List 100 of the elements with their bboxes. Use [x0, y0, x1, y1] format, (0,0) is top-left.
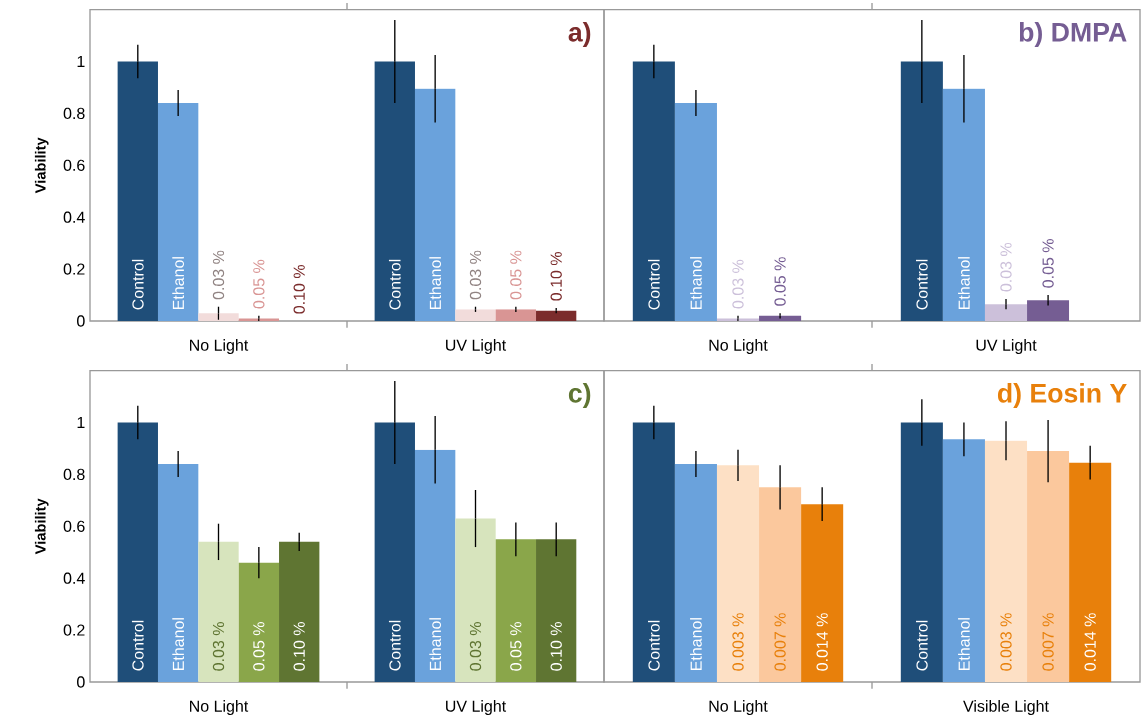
y-tick-label: 0.2: [63, 624, 85, 636]
bar: [198, 541, 239, 682]
bar: [759, 487, 802, 682]
text: Ethanol: [958, 618, 970, 670]
series-label: 0.05 %: [253, 622, 265, 671]
y-tick-label: 0.4: [63, 572, 85, 584]
text: 0.10 %: [550, 252, 562, 301]
bar: [536, 310, 577, 321]
text: 0.03 %: [732, 259, 744, 309]
bar: [495, 539, 537, 682]
bar: [238, 562, 280, 682]
x-tick-label: No Light: [709, 700, 768, 715]
series-label: 0.03 %: [212, 622, 225, 671]
series-label: Ethanol: [690, 618, 702, 670]
y-tick-label: 0.8: [63, 107, 85, 120]
bar: [279, 541, 320, 682]
series-label: 0.10 %: [293, 622, 305, 671]
bar: [374, 422, 415, 682]
chart-title: c): [568, 383, 591, 408]
text: 0.03 %: [469, 622, 482, 671]
text: Ethanol: [429, 618, 442, 670]
text: Ethanol: [958, 257, 970, 309]
text: 0.003 %: [1000, 613, 1012, 671]
bar: [1027, 451, 1070, 682]
bar: [117, 422, 158, 682]
bar: [716, 465, 760, 682]
bar: [900, 61, 943, 321]
bar: [942, 88, 985, 321]
text: 0.10 %: [293, 264, 305, 314]
y-tick-label: 0: [77, 315, 85, 327]
text: Control: [915, 259, 928, 310]
bar: [455, 309, 496, 321]
series-label: Control: [647, 259, 660, 310]
text: 0.05 %: [774, 257, 786, 306]
series-label: 0.007 %: [774, 613, 786, 671]
y-tick-label: 0.4: [63, 211, 85, 223]
text: Ethanol: [429, 257, 442, 309]
x-tick-label: UV Light: [976, 339, 1037, 354]
series-label: 0.014 %: [816, 613, 828, 671]
bar: [157, 464, 199, 682]
y-axis-title: Viability: [34, 137, 49, 194]
bar: [942, 439, 985, 682]
bar: [674, 103, 717, 321]
chart-title: b) DMPA: [1019, 22, 1127, 47]
x-tick-label: No Light: [709, 339, 768, 354]
text: Control: [388, 259, 401, 310]
y-tick-label: 0.8: [63, 468, 85, 481]
y-tick-label: 0.6: [63, 159, 85, 171]
text: 0.05 %: [510, 622, 522, 671]
x-tick-label: UV Light: [446, 700, 507, 715]
bar: [414, 88, 456, 321]
x-tick-label: No Light: [190, 700, 249, 715]
bar: [759, 315, 802, 321]
series-label: Ethanol: [172, 618, 185, 670]
bar: [414, 449, 456, 682]
y-axis-title: Viability: [34, 498, 49, 555]
text: 0.014 %: [1084, 613, 1096, 671]
bar: [716, 318, 760, 321]
bar: [801, 504, 844, 682]
bar: [1027, 300, 1070, 321]
bar: [984, 304, 1028, 321]
series-label: Ethanol: [172, 257, 185, 309]
text: 0.05 %: [510, 250, 522, 300]
text: 0.007 %: [1042, 613, 1054, 671]
text: 0.03 %: [1000, 242, 1012, 292]
bar: [632, 61, 675, 321]
bar: [495, 309, 537, 321]
x-tick-label: No Light: [190, 339, 249, 354]
series-label: Control: [131, 620, 144, 671]
y-tick-label: 0.2: [63, 263, 85, 275]
bar: [536, 539, 577, 682]
bar: [674, 464, 717, 682]
text: 0.10 %: [550, 622, 562, 671]
bar: [238, 318, 280, 321]
bar: [455, 518, 496, 682]
series-label: Control: [131, 259, 144, 310]
chart-title: d) Eosin Y: [997, 383, 1127, 408]
text: 0.03 %: [469, 250, 482, 300]
text: Control: [915, 620, 928, 671]
y-tick-label: 1: [77, 417, 85, 428]
bar: [984, 440, 1028, 682]
text: 0.03 %: [212, 250, 225, 300]
bar: [157, 103, 199, 321]
bar: [632, 422, 675, 682]
bar: [198, 313, 239, 321]
text: Control: [388, 620, 401, 671]
text: 0.05 %: [253, 259, 265, 309]
series-label: 0.003 %: [732, 613, 744, 671]
y-tick-label: 0: [77, 676, 85, 688]
x-tick-label: UV Light: [446, 339, 507, 354]
text: 0.05 %: [1042, 239, 1054, 288]
series-label: Control: [647, 620, 660, 671]
bar: [117, 61, 158, 321]
bar: [900, 422, 943, 682]
y-tick-label: 1: [77, 56, 85, 67]
x-tick-label: Visible Light: [963, 700, 1049, 715]
bar: [1069, 462, 1112, 682]
series-label: Ethanol: [690, 257, 702, 309]
y-tick-label: 0.6: [63, 520, 85, 532]
chart-title: a): [568, 22, 591, 47]
